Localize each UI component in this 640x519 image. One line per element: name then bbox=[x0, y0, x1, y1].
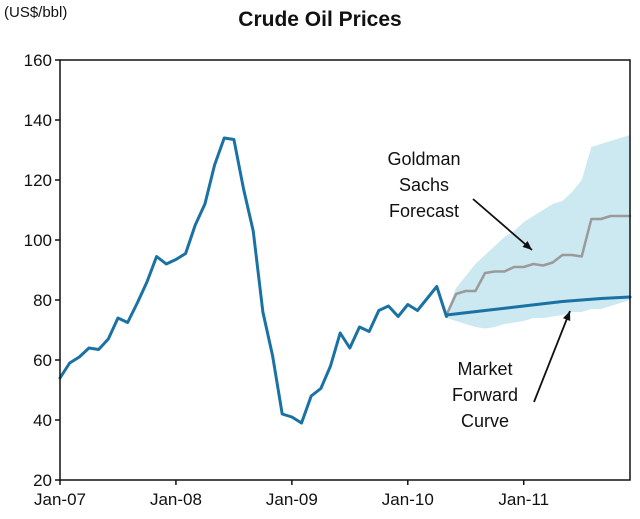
x-tick-label: Jan-07 bbox=[34, 490, 86, 509]
forecast-range-band bbox=[446, 135, 630, 329]
market-forward-curve-line bbox=[444, 295, 632, 317]
axis-layer: 20 40 60 80 100 120 140 160 Jan-07 Jan-08 Jan-09 Ja… bbox=[24, 51, 631, 509]
x-tick-label: Jan-09 bbox=[266, 490, 318, 509]
goldman-annotation-text: Forecast bbox=[389, 201, 459, 221]
goldman-arrow-shaft bbox=[472, 198, 533, 251]
chart-title: Crude Oil Prices bbox=[238, 8, 402, 31]
goldman-annotation-text: Sachs bbox=[399, 175, 449, 195]
series-layer bbox=[58, 136, 632, 425]
x-tick-label: Jan-08 bbox=[150, 490, 202, 509]
goldman-annotation-text: Goldman bbox=[387, 149, 460, 169]
plot-frame bbox=[59, 59, 631, 481]
y-axis-unit-label: (US$/bbl) bbox=[4, 4, 68, 21]
x-tick-label: Jan-11 bbox=[498, 490, 549, 509]
y-tick-label: 80 bbox=[33, 291, 52, 310]
y-tick-label: 20 bbox=[33, 471, 52, 490]
y-tick-label: 40 bbox=[33, 411, 52, 430]
x-tick-label: Jan-10 bbox=[382, 490, 434, 509]
forward-arrow-head bbox=[562, 311, 571, 321]
y-tick-label: 160 bbox=[24, 51, 52, 70]
forecast-band-layer bbox=[446, 135, 630, 329]
y-tick-label: 120 bbox=[24, 171, 52, 190]
forward-annotation-text: Curve bbox=[461, 411, 509, 431]
goldman-forecast-line bbox=[445, 214, 632, 317]
y-tick-label: 140 bbox=[24, 111, 52, 130]
y-tick-label: 60 bbox=[33, 351, 52, 370]
forward-arrow-shaft bbox=[533, 310, 571, 403]
annotation-layer: Goldman Sachs Forecast Market Forward Curve bbox=[387, 149, 571, 431]
historical-price-line bbox=[58, 136, 448, 425]
forward-annotation-text: Market bbox=[457, 359, 512, 379]
forward-annotation-text: Forward bbox=[452, 385, 518, 405]
goldman-arrow-head bbox=[522, 241, 532, 250]
y-tick-label: 100 bbox=[24, 231, 52, 250]
